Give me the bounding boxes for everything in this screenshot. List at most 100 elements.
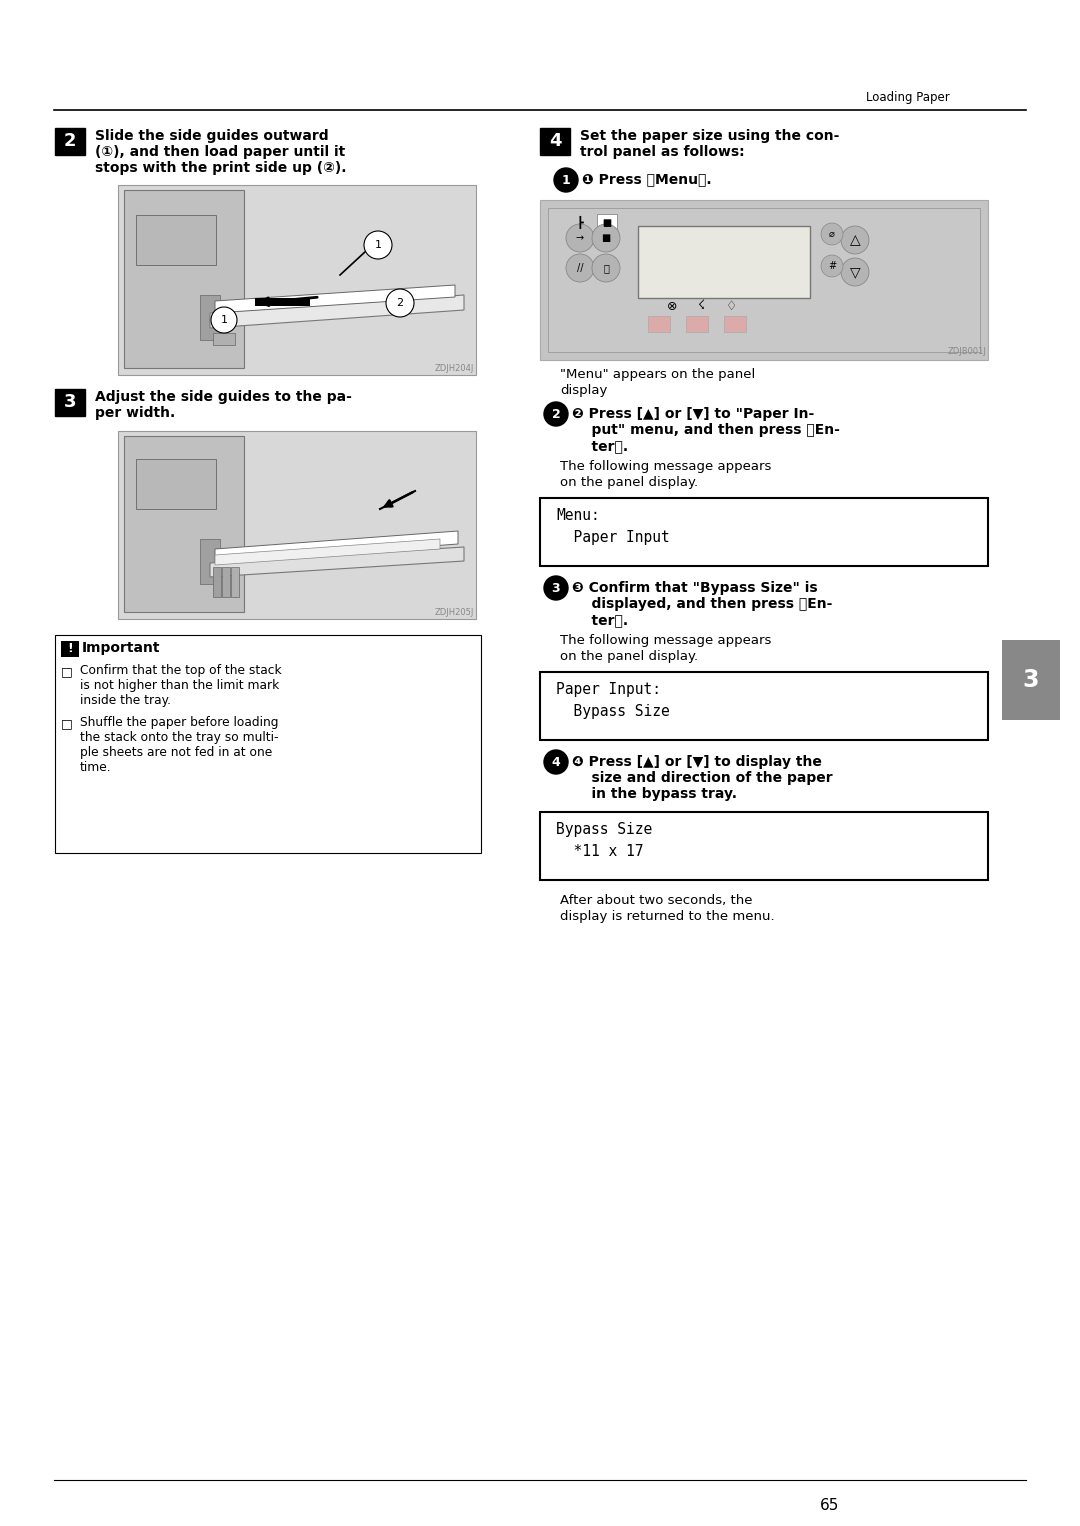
Text: displayed, and then press 【En-: displayed, and then press 【En- — [572, 597, 833, 610]
Text: ■: ■ — [602, 218, 610, 226]
Text: *11 x 17: *11 x 17 — [556, 844, 644, 859]
Text: ▽: ▽ — [850, 266, 861, 279]
Circle shape — [544, 401, 568, 426]
Text: ZDJH204J: ZDJH204J — [434, 365, 474, 372]
Polygon shape — [210, 295, 464, 328]
Text: 1: 1 — [562, 174, 570, 186]
Text: 3: 3 — [64, 394, 77, 410]
Text: →: → — [576, 233, 584, 243]
Circle shape — [364, 230, 392, 259]
Text: □: □ — [62, 717, 72, 729]
Text: ple sheets are not fed in at one: ple sheets are not fed in at one — [80, 746, 272, 758]
Circle shape — [566, 253, 594, 282]
Bar — [648, 316, 670, 333]
Circle shape — [821, 223, 843, 246]
Bar — [118, 185, 476, 375]
Text: ■: ■ — [603, 218, 611, 227]
Bar — [118, 430, 476, 620]
Text: 4: 4 — [549, 133, 562, 150]
Text: 3: 3 — [552, 581, 561, 595]
Polygon shape — [215, 539, 440, 565]
Text: Paper Input: Paper Input — [556, 530, 670, 545]
Text: ❸ Confirm that "Bypass Size" is: ❸ Confirm that "Bypass Size" is — [572, 581, 818, 595]
Text: (①), and then load paper until it: (①), and then load paper until it — [95, 145, 346, 159]
Circle shape — [821, 255, 843, 278]
Bar — [213, 333, 235, 345]
Text: Bypass Size: Bypass Size — [556, 823, 652, 836]
Text: After about two seconds, the: After about two seconds, the — [561, 894, 753, 906]
Circle shape — [554, 168, 578, 192]
Text: Bypass Size: Bypass Size — [556, 703, 670, 719]
Text: Shuffle the paper before loading: Shuffle the paper before loading — [80, 716, 279, 729]
Text: ❷ Press [▲] or [▼] to "Paper In-: ❷ Press [▲] or [▼] to "Paper In- — [572, 407, 814, 421]
Text: Confirm that the top of the stack: Confirm that the top of the stack — [80, 664, 282, 678]
Polygon shape — [215, 531, 458, 562]
Bar — [213, 568, 221, 597]
Text: inside the tray.: inside the tray. — [80, 694, 171, 707]
Bar — [222, 568, 230, 597]
Polygon shape — [215, 285, 455, 313]
Text: //: // — [577, 262, 583, 273]
Bar — [597, 214, 617, 232]
Bar — [540, 671, 988, 740]
Circle shape — [566, 224, 594, 252]
Text: display: display — [561, 385, 607, 397]
Text: Set the paper size using the con-: Set the paper size using the con- — [580, 130, 839, 143]
Text: Adjust the side guides to the pa-: Adjust the side guides to the pa- — [95, 391, 352, 404]
Circle shape — [841, 226, 869, 253]
Circle shape — [592, 253, 620, 282]
Text: □: □ — [62, 665, 72, 678]
Text: ❶ Press 【Menu】.: ❶ Press 【Menu】. — [582, 172, 712, 186]
Polygon shape — [210, 546, 464, 577]
Bar — [255, 298, 310, 307]
Text: 1: 1 — [220, 314, 228, 325]
Bar — [686, 316, 708, 333]
Text: ♢: ♢ — [727, 299, 738, 313]
Text: #: # — [828, 261, 836, 272]
Text: per width.: per width. — [95, 406, 175, 420]
Text: ZDJB001J: ZDJB001J — [947, 346, 986, 356]
Circle shape — [211, 307, 237, 333]
Text: The following message appears: The following message appears — [561, 633, 771, 647]
Bar — [548, 208, 980, 353]
Text: Important: Important — [82, 641, 161, 655]
Text: ■: ■ — [602, 233, 610, 243]
Bar — [200, 539, 220, 584]
Text: ter】.: ter】. — [572, 439, 629, 453]
Text: △: △ — [850, 233, 861, 247]
Circle shape — [386, 288, 414, 317]
Bar — [540, 497, 988, 566]
Bar — [124, 191, 244, 368]
Text: ☇: ☇ — [699, 299, 705, 313]
Bar — [124, 436, 244, 612]
Bar — [55, 389, 85, 417]
Circle shape — [544, 749, 568, 774]
Circle shape — [544, 575, 568, 600]
Text: is not higher than the limit mark: is not higher than the limit mark — [80, 679, 280, 691]
Text: ⌀: ⌀ — [829, 229, 835, 240]
Text: ZDJH205J: ZDJH205J — [434, 607, 474, 617]
Bar — [55, 128, 85, 156]
Text: 2: 2 — [396, 298, 404, 308]
Bar — [540, 812, 988, 881]
Text: ⌖: ⌖ — [603, 262, 609, 273]
Bar — [540, 200, 988, 360]
Text: in the bypass tray.: in the bypass tray. — [572, 787, 737, 801]
Text: "Menu" appears on the panel: "Menu" appears on the panel — [561, 368, 755, 382]
Text: 4: 4 — [552, 755, 561, 769]
Bar — [55, 635, 481, 853]
Text: !: ! — [67, 642, 72, 656]
Text: Loading Paper: Loading Paper — [866, 92, 950, 104]
Text: 65: 65 — [821, 1499, 839, 1512]
Bar — [136, 459, 216, 510]
Bar — [724, 316, 746, 333]
Bar — [540, 128, 570, 156]
Text: on the panel display.: on the panel display. — [561, 650, 698, 662]
Text: Paper Input:: Paper Input: — [556, 682, 661, 697]
Text: 2: 2 — [64, 133, 77, 150]
Bar — [638, 226, 810, 298]
Text: size and direction of the paper: size and direction of the paper — [572, 771, 833, 784]
Text: ┣: ┣ — [577, 215, 583, 229]
Bar — [231, 568, 239, 597]
Text: The following message appears: The following message appears — [561, 459, 771, 473]
